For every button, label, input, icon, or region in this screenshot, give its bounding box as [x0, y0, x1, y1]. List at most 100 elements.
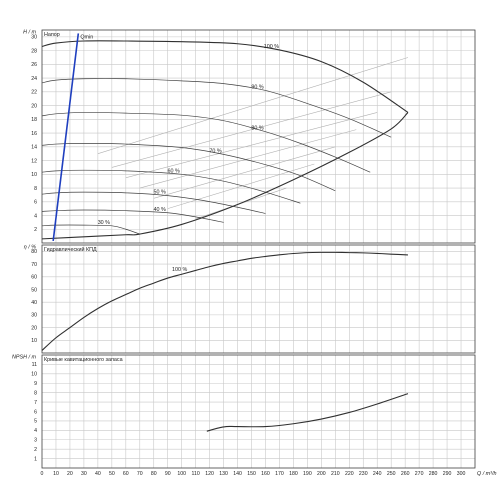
x-tick-label: 130 [219, 471, 228, 477]
y-tick-label: 30 [31, 313, 37, 319]
panel-title: Гидравлический КПД [44, 246, 97, 253]
y-tick-label: 80 [31, 249, 37, 255]
panel-frame [41, 244, 476, 354]
y-tick-label: 2 [34, 227, 37, 233]
y-tick-label: 4 [34, 428, 37, 434]
x-tick-label: 90 [165, 471, 171, 477]
series-line [41, 251, 408, 351]
efficiency-line [167, 163, 315, 209]
series-line [41, 209, 224, 223]
x-tick-label: 220 [345, 471, 354, 477]
panel-title: Кривые кавитационного запаса [44, 357, 123, 363]
x-tick-label: 50 [109, 471, 115, 477]
y-tick-label: 10 [31, 372, 37, 378]
y-tick-label: 22 [31, 90, 37, 96]
x-tick-label: 280 [429, 471, 438, 477]
x-tick-label: 160 [261, 471, 270, 477]
y-tick-label: 11 [32, 362, 37, 368]
y-tick-label: 2 [34, 447, 37, 453]
x-tick-label: 120 [205, 471, 214, 477]
series-label: 40 % [154, 207, 166, 213]
y-tick-label: 6 [34, 409, 37, 415]
y-tick-label: 24 [31, 76, 37, 82]
series-label: 100 % [172, 267, 187, 273]
x-tick-label: 150 [247, 471, 256, 477]
y-axis-label: NPSH / m [12, 355, 36, 361]
y-tick-label: 10 [31, 172, 37, 178]
y-tick-label: 3 [34, 438, 37, 444]
efficiency-line [139, 129, 357, 189]
series-label: 80 % [251, 126, 263, 132]
x-tick-label: 190 [303, 471, 312, 477]
x-tick-label: 40 [95, 471, 101, 477]
series-line [206, 393, 409, 432]
y-tick-label: 7 [34, 400, 37, 406]
y-tick-label: 4 [34, 213, 37, 219]
series-line [41, 112, 409, 240]
x-tick-label: 80 [151, 471, 157, 477]
efficiency-line [125, 112, 378, 179]
y-tick-label: 70 [31, 262, 37, 268]
x-tick-label: 270 [415, 471, 424, 477]
efficiency-line [153, 146, 336, 199]
y-tick-label: 14 [31, 145, 37, 151]
series-line [41, 224, 140, 235]
y-tick-label: 5 [34, 419, 37, 425]
x-tick-label: 260 [401, 471, 410, 477]
x-tick-label: 0 [41, 471, 44, 477]
series-label: 100 % [264, 44, 279, 50]
series-label: 60 % [168, 168, 180, 174]
y-axis-label: η / % [24, 245, 36, 251]
series-label: 50 % [154, 190, 166, 196]
y-tick-label: 26 [31, 62, 37, 68]
y-tick-label: 9 [34, 381, 37, 387]
series-label: 30 % [98, 220, 110, 226]
x-tick-label: 140 [233, 471, 242, 477]
panel-title: Напор [44, 32, 60, 38]
y-tick-label: 1 [34, 456, 37, 462]
y-tick-label: 18 [31, 117, 37, 123]
x-axis-label: Q / m³/h [477, 471, 496, 477]
series-label: 90 % [251, 84, 263, 90]
x-tick-label: 30 [81, 471, 87, 477]
x-tick-label: 170 [275, 471, 284, 477]
qmin-label: Qmin [80, 34, 93, 40]
panel-frame [41, 29, 476, 244]
y-tick-label: 60 [31, 275, 37, 281]
series-line [41, 78, 392, 138]
x-tick-label: 110 [192, 471, 200, 477]
x-tick-label: 290 [443, 471, 452, 477]
y-tick-label: 6 [34, 200, 37, 206]
y-axis-label: H / m [23, 30, 36, 36]
x-tick-label: 20 [67, 471, 73, 477]
y-tick-label: 40 [31, 300, 37, 306]
qmin-line [52, 33, 80, 242]
series-line [41, 191, 266, 214]
y-tick-label: 20 [31, 103, 37, 109]
x-tick-label: 300 [457, 471, 466, 477]
efficiency-line [111, 91, 392, 168]
y-tick-label: 30 [31, 35, 37, 41]
y-tick-label: 8 [34, 186, 37, 192]
y-tick-label: 50 [31, 287, 37, 293]
x-tick-label: 60 [123, 471, 129, 477]
y-tick-label: 12 [31, 158, 37, 164]
y-tick-label: 8 [34, 390, 37, 396]
y-tick-label: 16 [31, 131, 37, 137]
x-tick-label: 10 [53, 471, 59, 477]
efficiency-line [97, 57, 409, 154]
y-tick-label: 10 [31, 338, 37, 344]
series-line [41, 40, 409, 113]
y-tick-label: 28 [31, 48, 37, 54]
x-tick-label: 210 [331, 471, 340, 477]
series-line [41, 169, 301, 204]
series-line [41, 143, 336, 192]
series-line [41, 112, 371, 173]
x-tick-label: 240 [373, 471, 382, 477]
x-tick-label: 70 [137, 471, 143, 477]
x-tick-label: 180 [289, 471, 298, 477]
x-tick-label: 250 [387, 471, 396, 477]
series-label: 70 % [209, 148, 221, 154]
